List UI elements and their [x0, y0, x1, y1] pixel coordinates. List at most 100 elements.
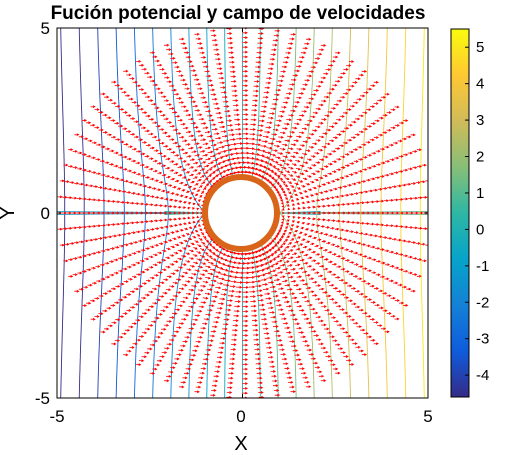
velocity-arrow — [242, 117, 249, 121]
velocity-arrow — [348, 173, 354, 176]
velocity-arrow — [172, 361, 178, 365]
velocity-arrow — [100, 330, 106, 334]
velocity-arrow — [388, 143, 394, 147]
velocity-arrow — [366, 256, 372, 260]
velocity-arrow — [138, 315, 144, 319]
velocity-arrow — [370, 177, 376, 181]
velocity-arrow — [374, 119, 380, 123]
velocity-arrow — [401, 239, 407, 243]
velocity-arrow — [90, 317, 96, 321]
velocity-arrow — [302, 46, 309, 50]
velocity-arrow — [297, 206, 301, 210]
velocity-arrow — [329, 335, 335, 339]
velocity-arrow — [192, 220, 196, 224]
velocity-arrow — [192, 104, 199, 108]
velocity-arrow — [326, 181, 331, 185]
velocity-arrow — [308, 70, 315, 74]
velocity-arrow — [181, 263, 187, 266]
velocity-arrow — [321, 211, 327, 215]
colorbar — [450, 28, 470, 398]
velocity-arrow — [344, 248, 350, 252]
velocity-arrow — [323, 267, 329, 271]
velocity-arrow — [62, 227, 68, 231]
velocity-arrow — [109, 273, 115, 277]
velocity-arrow — [223, 105, 230, 108]
velocity-arrow — [216, 281, 224, 285]
velocity-arrow — [350, 202, 356, 206]
velocity-arrow — [205, 74, 212, 78]
velocity-arrow — [88, 238, 94, 242]
velocity-arrow — [301, 238, 306, 242]
velocity-arrow — [242, 343, 249, 347]
velocity-arrow — [152, 121, 158, 125]
velocity-arrow — [290, 279, 297, 283]
velocity-arrow — [122, 295, 128, 299]
velocity-arrow — [203, 65, 209, 69]
velocity-arrow — [287, 147, 294, 151]
velocity-arrow — [365, 282, 371, 286]
velocity-arrow — [295, 225, 300, 229]
velocity-arrow — [370, 301, 376, 304]
velocity-arrow — [194, 183, 199, 186]
velocity-arrow — [363, 190, 369, 194]
velocity-arrow — [168, 205, 173, 208]
velocity-arrow — [131, 231, 136, 235]
velocity-arrow — [147, 347, 153, 351]
axis-ticks — [56, 27, 429, 399]
velocity-arrow — [133, 182, 139, 186]
velocity-arrow — [374, 303, 380, 307]
velocity-arrow — [207, 261, 214, 265]
velocity-arrow — [294, 182, 299, 186]
velocity-arrow — [416, 274, 422, 278]
velocity-arrow — [122, 312, 128, 315]
velocity-arrow — [294, 230, 299, 233]
velocity-arrow — [292, 170, 298, 174]
velocity-arrow — [373, 321, 379, 324]
velocity-arrow — [139, 259, 145, 263]
velocity-arrow — [177, 266, 184, 269]
velocity-arrow — [159, 141, 165, 145]
velocity-arrow — [272, 379, 278, 383]
velocity-arrow — [242, 60, 249, 64]
velocity-arrow — [220, 130, 227, 134]
velocity-arrow — [102, 131, 108, 134]
velocity-arrow — [165, 265, 171, 269]
velocity-arrow — [182, 46, 188, 50]
velocity-arrow — [362, 111, 368, 115]
velocity-arrow — [228, 133, 235, 137]
velocity-arrow — [253, 333, 259, 337]
velocity-arrow — [384, 173, 390, 177]
velocity-arrow — [265, 162, 273, 166]
x-tick-label-max: 5 — [423, 407, 432, 426]
velocity-arrow — [290, 143, 297, 147]
velocity-arrow — [275, 232, 280, 237]
velocity-arrow — [288, 249, 294, 252]
velocity-arrow — [248, 275, 255, 279]
velocity-arrow — [289, 340, 296, 343]
velocity-arrow — [115, 222, 121, 226]
velocity-arrow — [111, 342, 117, 346]
velocity-arrow — [85, 301, 92, 305]
colorbar-tick-label: 5 — [476, 39, 484, 56]
velocity-arrow — [302, 216, 307, 220]
velocity-arrow — [242, 386, 249, 390]
velocity-arrow — [287, 264, 293, 267]
velocity-arrow — [229, 65, 236, 69]
velocity-arrow — [233, 319, 239, 323]
velocity-arrow — [294, 353, 300, 357]
velocity-arrow — [307, 166, 313, 170]
velocity-arrow — [174, 269, 180, 272]
velocity-arrow — [292, 105, 298, 108]
velocity-arrow — [354, 133, 361, 137]
velocity-arrow — [182, 83, 188, 86]
velocity-arrow — [295, 248, 301, 251]
velocity-arrow — [175, 291, 182, 294]
velocity-arrow — [179, 181, 184, 185]
velocity-arrow — [339, 228, 345, 232]
velocity-arrow — [195, 340, 202, 344]
velocity-arrow — [151, 320, 157, 324]
velocity-arrow — [267, 72, 273, 75]
velocity-arrow — [281, 215, 285, 219]
velocity-arrow — [302, 152, 308, 156]
velocity-arrow — [183, 109, 190, 113]
